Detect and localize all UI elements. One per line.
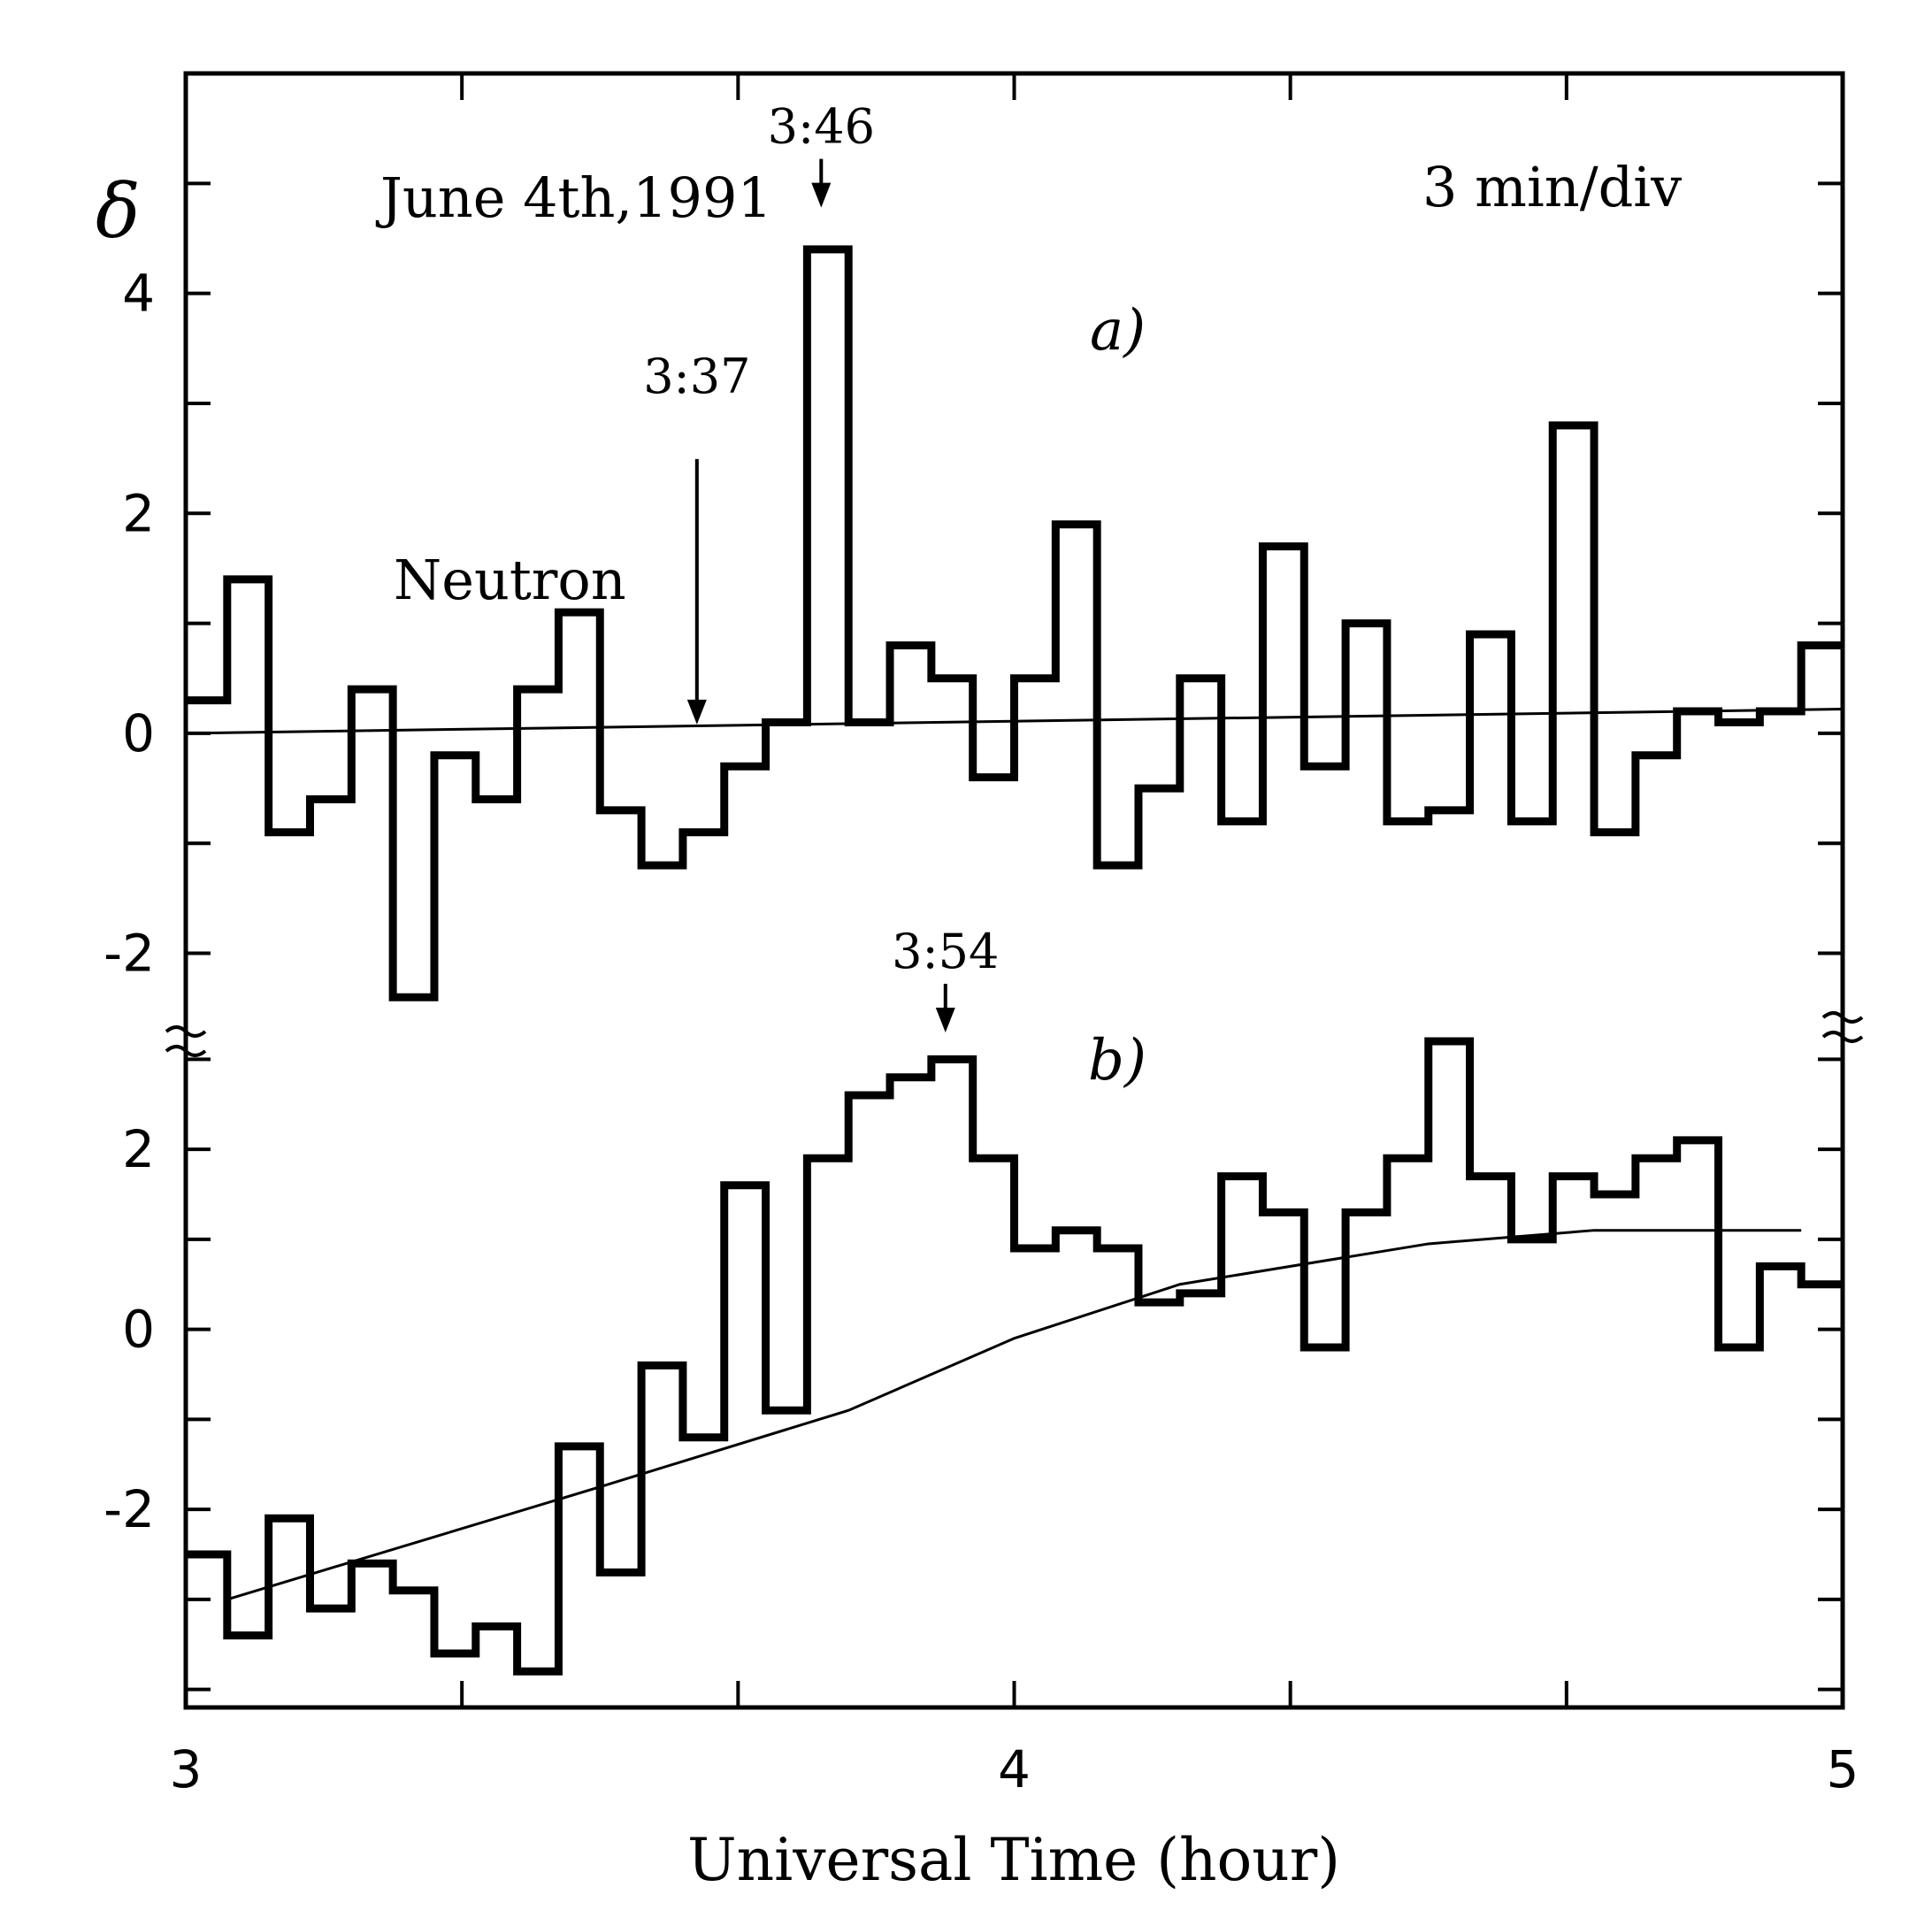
annotation-arrow-head [811,182,832,208]
step-series [186,245,1843,1676]
date-label: June 4th,1991 [375,165,772,230]
axis-labels: 3 4 5 4 2 0 -2 3:37 3:46 2 0 -2 3:54 [104,99,1859,1799]
annotation-arrows [686,158,955,1032]
x-tick-label: 4 [998,1739,1031,1799]
axis-break-left [165,1025,207,1057]
y-axis-label: δ [96,168,141,255]
x-axis-label: Universal Time (hour) [687,1826,1340,1894]
axis-ticks [186,72,1843,1707]
y-tick-label: 0 [122,1300,155,1360]
panel-label-b: b) [1088,1028,1146,1093]
series-label-neutron: Neutron [394,548,626,612]
axis-break-right [1821,1011,1864,1043]
x-tick-label: 3 [170,1739,203,1799]
trend-curve-b [226,1229,1802,1601]
y-tick-label: 2 [122,483,155,543]
step-series-a [186,245,1843,1001]
y-tick-label: -2 [104,1479,155,1539]
annotation-label: 3:37 [643,349,750,404]
annotation-arrow-head [935,1008,955,1032]
x-tick-label: 5 [1827,1739,1859,1799]
step-series-b [186,1037,1843,1676]
annotation-label: 3:46 [768,99,875,155]
annotation-arrow-head [686,699,707,725]
y-tick-label: -2 [104,924,155,984]
y-tick-label: 0 [122,703,155,763]
annotation-label: 3:54 [892,924,999,979]
panel-label-a: a) [1090,298,1146,364]
scale-label: 3 min/div [1422,155,1682,219]
y-tick-label: 2 [122,1119,155,1179]
y-tick-label: 4 [122,264,155,324]
